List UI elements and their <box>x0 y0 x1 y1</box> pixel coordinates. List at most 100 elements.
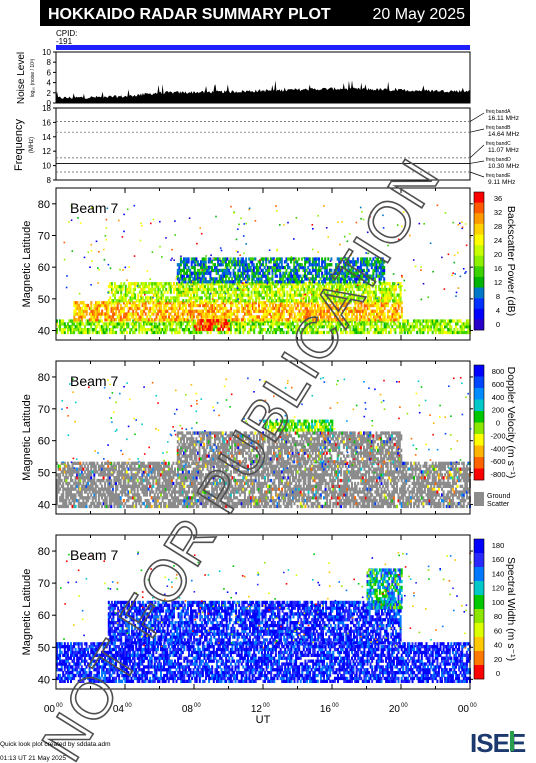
scatter-cell <box>264 328 266 332</box>
scatter-cell <box>211 287 214 292</box>
scatter-cell <box>107 284 110 289</box>
scatter-cell <box>165 282 168 286</box>
scatter-cell <box>419 322 422 326</box>
scatter-cell <box>152 306 155 311</box>
scatter-cell <box>379 318 382 322</box>
scatter-cell <box>281 287 284 292</box>
scatter-cell <box>282 315 285 319</box>
scatter-dot <box>122 269 124 271</box>
scatter-cell <box>315 290 318 294</box>
scatter-cell <box>133 490 136 494</box>
scatter-cell <box>177 299 180 303</box>
scatter-cell <box>399 303 402 308</box>
scatter-cell <box>175 306 178 311</box>
scatter-dot <box>150 222 152 225</box>
scatter-cell <box>130 322 133 326</box>
scatter-cell <box>304 301 307 305</box>
scatter-cell <box>298 290 301 294</box>
scatter-cell <box>126 315 128 319</box>
scatter-cell <box>101 303 104 308</box>
scatter-cell <box>450 319 453 323</box>
scatter-cell <box>152 303 155 308</box>
scatter-cell <box>213 309 215 313</box>
scatter-cell <box>93 461 96 465</box>
scatter-cell <box>146 328 148 332</box>
scatter-cell <box>300 287 303 292</box>
scatter-cell <box>99 481 102 486</box>
scatter-cell <box>340 287 343 292</box>
scatter-cell <box>157 309 160 313</box>
scatter-cell <box>219 290 222 294</box>
scatter-cell <box>112 306 115 311</box>
scatter-cell <box>250 296 253 300</box>
scatter-cell <box>329 296 332 300</box>
scatter-dot <box>427 296 430 298</box>
scatter-cell <box>394 306 397 311</box>
scatter-cell <box>239 325 242 329</box>
scatter-dot <box>90 249 93 252</box>
scatter-cell <box>287 328 290 332</box>
colorbar-tick-label: 28 <box>494 222 502 231</box>
scatter-cell <box>140 282 143 286</box>
scatter-cell <box>181 315 184 319</box>
scatter-cell <box>337 328 339 332</box>
scatter-cell <box>169 299 172 303</box>
scatter-dot <box>237 298 239 300</box>
scatter-cell <box>301 312 304 316</box>
scatter-cell <box>343 301 346 305</box>
scatter-cell <box>174 284 177 289</box>
scatter-cell <box>297 287 300 292</box>
scatter-cell <box>197 309 200 313</box>
scatter-cell <box>87 464 90 468</box>
scatter-cell <box>380 330 383 335</box>
scatter-cell <box>366 301 369 305</box>
scatter-cell <box>181 306 184 311</box>
scatter-cell <box>334 296 337 300</box>
scatter-cell <box>99 315 102 319</box>
scatter-cell <box>268 303 271 308</box>
scatter-cell <box>98 306 101 311</box>
scatter-cell <box>308 299 310 303</box>
scatter-cell <box>179 282 182 286</box>
scatter-cell <box>304 299 307 303</box>
scatter-cell <box>264 303 267 308</box>
scatter-cell <box>261 287 264 292</box>
scatter-cell <box>331 312 333 316</box>
scatter-cell <box>228 325 231 329</box>
scatter-cell <box>256 315 259 319</box>
noise-ytick-label: 10 <box>42 48 51 57</box>
scatter-cell <box>135 325 138 329</box>
scatter-cell <box>174 303 177 308</box>
scatter-dot <box>276 210 278 212</box>
scatter-cell <box>164 318 167 322</box>
scatter-cell <box>251 315 254 319</box>
scatter-cell <box>233 312 236 316</box>
scatter-cell <box>74 301 77 305</box>
scatter-cell <box>337 303 340 308</box>
scatter-cell <box>202 315 205 319</box>
scatter-cell <box>329 328 332 332</box>
scatter-dot <box>429 242 432 245</box>
scatter-cell <box>285 301 288 305</box>
scatter-cell <box>237 328 240 332</box>
scatter-cell <box>304 322 307 326</box>
scatter-cell <box>230 282 233 286</box>
scatter-cell <box>133 325 136 329</box>
scatter-cell <box>156 493 159 497</box>
scatter-cell <box>126 293 129 297</box>
scatter-cell <box>125 325 128 329</box>
scatter-cell <box>191 330 194 335</box>
scatter-cell <box>197 282 200 286</box>
scatter-cell <box>154 293 157 297</box>
scatter-cell <box>136 318 139 322</box>
scatter-cell <box>337 296 340 300</box>
scatter-cell <box>155 325 158 329</box>
scatter-cell <box>292 328 294 332</box>
scatter-cell <box>105 328 108 332</box>
scatter-cell <box>270 325 273 329</box>
scatter-cell <box>342 284 345 289</box>
scatter-cell <box>172 309 175 313</box>
frequency-ylabel-sub: (MHz) <box>29 137 35 153</box>
scatter-cell <box>71 325 74 329</box>
scatter-cell <box>85 303 88 308</box>
